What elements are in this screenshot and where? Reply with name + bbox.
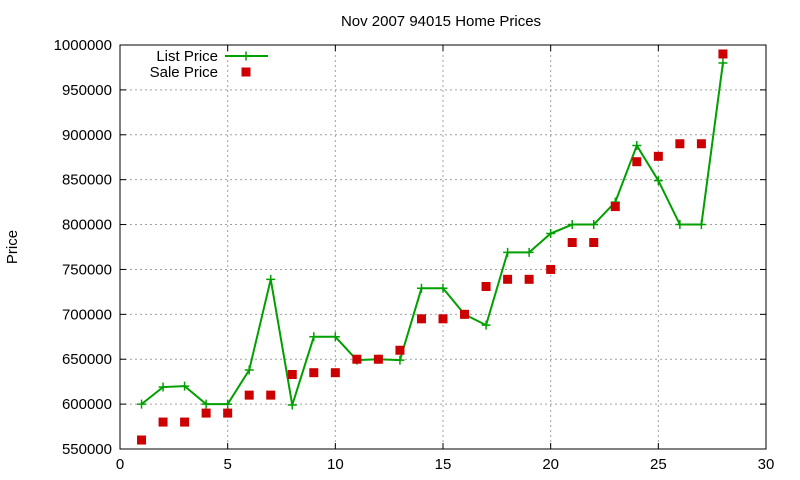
sale-price-point [309, 368, 319, 378]
y-tick-label: 850000 [62, 172, 112, 189]
list-price-series [137, 58, 728, 410]
y-tick-label: 750000 [62, 261, 112, 278]
sale-price-point [158, 417, 168, 427]
sale-price-point [416, 314, 426, 324]
sale-price-point [330, 368, 340, 378]
list-price-point [503, 247, 513, 257]
sale-price-point [632, 157, 642, 167]
list-price-point [696, 220, 706, 230]
list-price-point [546, 229, 556, 239]
x-tick-label: 15 [435, 456, 452, 473]
sale-price-point [589, 238, 599, 248]
sale-price-point [696, 139, 706, 149]
y-axis-label: Price [4, 230, 21, 264]
list-price-point [201, 399, 211, 409]
sale-price-point [137, 435, 147, 445]
list-price-point [137, 399, 147, 409]
list-price-point [416, 283, 426, 293]
sale-price-point [438, 314, 448, 324]
x-tick-label: 30 [758, 456, 775, 473]
list-price-point [718, 58, 728, 68]
y-tick-label: 600000 [62, 396, 112, 413]
sale-price-point [287, 369, 297, 379]
sale-price-point [503, 274, 513, 284]
list-price-line [140, 62, 724, 406]
list-price-point [481, 320, 491, 330]
y-tick-label: 800000 [62, 217, 112, 234]
list-price-point [287, 400, 297, 410]
y-tick-label: 650000 [62, 351, 112, 368]
sale-price-point [610, 202, 620, 212]
sale-price-point [481, 282, 491, 292]
sale-price-point [460, 309, 470, 319]
chart-title: Nov 2007 94015 Home Prices [341, 13, 541, 30]
legend-marker-sale-price [241, 67, 251, 77]
x-tick-label: 0 [116, 456, 124, 473]
list-price-point [330, 332, 340, 342]
list-price-point [589, 220, 599, 230]
list-price-point [438, 283, 448, 293]
list-price-point [244, 365, 254, 375]
list-price-point [223, 399, 233, 409]
sale-price-point [675, 139, 685, 149]
legend-marker-list-price [241, 51, 251, 61]
sale-price-point [266, 390, 276, 400]
list-price-point [158, 382, 168, 392]
sale-price-point [546, 264, 556, 274]
y-tick-label: 900000 [62, 127, 112, 144]
series [137, 49, 728, 445]
sale-price-point [180, 417, 190, 427]
y-tick-label: 1000000 [54, 37, 112, 54]
sale-price-point [653, 151, 663, 161]
list-price-point [266, 274, 276, 284]
x-tick-label: 10 [327, 456, 344, 473]
y-tick-label: 700000 [62, 306, 112, 323]
sale-price-point [567, 238, 577, 248]
list-price-point [180, 381, 190, 391]
list-price-point [675, 220, 685, 230]
legend-label-list-price: List Price [156, 48, 218, 65]
sale-price-point [373, 354, 383, 364]
list-price-point [309, 332, 319, 342]
list-price-point [567, 220, 577, 230]
sale-price-point [223, 408, 233, 418]
list-price-point [395, 355, 405, 365]
sale-price-point [352, 354, 362, 364]
list-price-point [632, 141, 642, 151]
y-tick-label: 550000 [62, 441, 112, 458]
sale-price-point [524, 274, 534, 284]
x-tick-label: 20 [542, 456, 559, 473]
sale-price-point [244, 390, 254, 400]
axes: 0 5 10 15 20 25 30 550000 600000 650000 700000 7500… [54, 37, 775, 473]
y-tick-label: 950000 [62, 82, 112, 99]
sale-price-point [395, 345, 405, 355]
grid [120, 45, 766, 449]
sale-price-point [718, 49, 728, 59]
list-price-point [653, 176, 663, 186]
legend-label-sale-price: Sale Price [150, 64, 218, 81]
sale-price-point [201, 408, 211, 418]
x-tick-label: 5 [223, 456, 231, 473]
x-tick-label: 25 [650, 456, 667, 473]
sale-price-series [137, 49, 728, 445]
list-price-point [524, 247, 534, 257]
